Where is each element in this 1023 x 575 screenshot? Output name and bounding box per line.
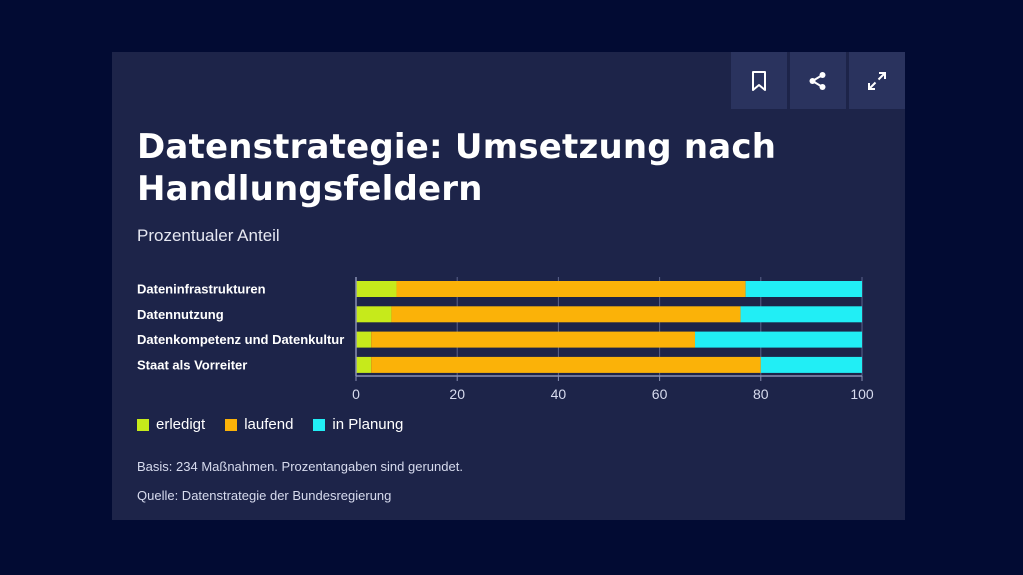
legend-label-laufend: laufend — [244, 416, 294, 433]
legend-swatch-erledigt — [137, 418, 149, 431]
bookmark-button[interactable] — [731, 52, 787, 109]
bar-laufend-1 — [391, 306, 741, 323]
bar-in-planung-1 — [740, 306, 862, 323]
chart-subtitle: Prozentualer Anteil — [137, 226, 280, 245]
x-tick-label-100: 100 — [850, 386, 874, 402]
legend-item-erledigt: erledigt — [137, 416, 205, 433]
legend-item-in-planung: in Planung — [313, 416, 403, 433]
fullscreen-button[interactable] — [849, 52, 905, 109]
bar-in-planung-2 — [695, 331, 862, 348]
legend-item-laufend: laufend — [225, 416, 293, 433]
chart-title: Datenstrategie: Umsetzung nach Handlungs… — [137, 127, 777, 209]
category-label-1: Datennutzung — [137, 307, 224, 322]
source-note: Quelle: Datenstrategie der Bundesregieru… — [137, 488, 392, 503]
legend-label-erledigt: erledigt — [156, 416, 206, 433]
chart-toolbar — [731, 52, 905, 109]
bar-erledigt-1 — [356, 306, 392, 323]
chart-legend: erledigt laufend in Planung — [137, 416, 403, 433]
legend-swatch-laufend — [225, 418, 238, 431]
x-tick-label-80: 80 — [753, 386, 769, 402]
chart-card: Datenstrategie: Umsetzung nach Handlungs… — [112, 52, 905, 520]
category-label-2: Datenkompetenz und Datenkultur — [137, 332, 344, 347]
bar-erledigt-3 — [356, 356, 372, 373]
category-label-0: Dateninfrastrukturen — [137, 282, 266, 297]
bar-laufend-2 — [371, 331, 696, 348]
stacked-bar-chart: 0 20 40 60 80 100 Dateninfrastrukturen Datennut… — [137, 277, 874, 402]
bar-in-planung-3 — [760, 356, 862, 373]
x-tick-label-20: 20 — [449, 386, 465, 402]
bar-laufend-0 — [396, 281, 746, 297]
x-tick-label-60: 60 — [652, 386, 668, 402]
bar-laufend-3 — [371, 356, 761, 373]
bookmark-icon — [752, 70, 766, 91]
fullscreen-icon — [868, 71, 886, 90]
share-icon — [809, 71, 826, 90]
x-tick-label-40: 40 — [551, 386, 567, 402]
category-label-3: Staat als Vorreiter — [137, 357, 247, 372]
basis-note: Basis: 234 Maßnahmen. Prozentangaben sin… — [137, 459, 463, 474]
bar-erledigt-2 — [356, 331, 372, 348]
bar-in-planung-0 — [745, 281, 862, 297]
share-button[interactable] — [790, 52, 846, 109]
bar-erledigt-0 — [356, 281, 397, 297]
x-tick-label-0: 0 — [352, 386, 360, 402]
legend-label-in-planung: in Planung — [332, 416, 404, 433]
legend-swatch-in-planung — [313, 418, 326, 431]
